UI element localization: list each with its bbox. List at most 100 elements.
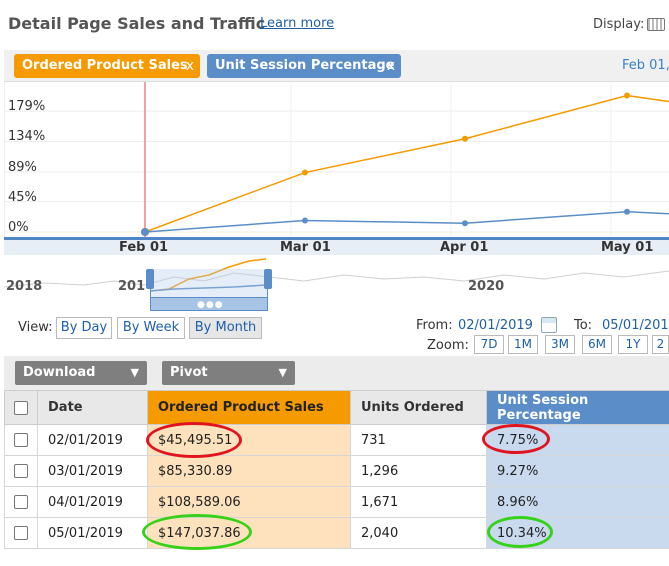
cell-usp: 10.34% [486, 517, 669, 549]
navigator-history-line [3, 270, 669, 288]
chevron-down-icon: ▼ [130, 366, 139, 379]
cell-sales: $85,330.89 [147, 455, 351, 487]
from-date-input[interactable]: 02/01/2019 [458, 318, 533, 333]
remove-chip-usp-icon[interactable]: x [386, 58, 395, 74]
cell-date: 03/01/2019 [37, 455, 148, 487]
y-tick-label: 89% [8, 159, 37, 175]
display-label: Display: [593, 17, 645, 32]
view-label: View: [18, 320, 53, 335]
x-axis-band: Feb 01 Mar 01 Apr 01 May 01 [4, 237, 669, 255]
cell-date: 02/01/2019 [37, 424, 148, 456]
chip-ordered-product-sales: Ordered Product Sales x [14, 54, 200, 78]
zoom-1y-button[interactable]: 1Y [618, 335, 648, 354]
row-checkbox[interactable] [14, 433, 28, 447]
chip-label: Unit Session Percentage [215, 58, 395, 73]
cell-usp: 7.75% [486, 424, 669, 456]
select-all-checkbox[interactable] [14, 400, 28, 415]
data-point[interactable] [624, 208, 630, 215]
zoom-1m-button[interactable]: 1M [508, 335, 538, 354]
data-point[interactable] [462, 220, 468, 227]
zoom-2y-button[interactable]: 2 [652, 335, 669, 354]
table-row: 04/01/2019 $108,589.06 1,671 8.96% [4, 486, 669, 518]
cell-usp: 8.96% [486, 486, 669, 518]
data-table: Date Ordered Product Sales Units Ordered… [4, 390, 669, 549]
to-date-input[interactable]: 05/01/2019 [602, 318, 669, 333]
data-point[interactable] [302, 169, 308, 176]
cell-units: 2,040 [350, 517, 487, 549]
navigator-right-handle[interactable] [264, 269, 272, 289]
navigator-year-label: 2018 [6, 279, 43, 294]
to-label: To: [574, 318, 593, 333]
pivot-label: Pivot [170, 365, 208, 380]
header-date[interactable]: Date [37, 390, 148, 425]
view-by-week-button[interactable]: By Week [117, 317, 185, 339]
x-tick-label: Mar 01 [280, 240, 331, 255]
row-checkbox[interactable] [14, 526, 28, 540]
view-by-month-button[interactable]: By Month [189, 317, 262, 339]
cell-date: 05/01/2019 [37, 517, 148, 549]
pivot-dropdown[interactable]: Pivot ▼ [162, 361, 295, 385]
table-row: 05/01/2019 $147,037.86 2,040 10.34% [4, 517, 669, 549]
x-tick-label: May 01 [601, 240, 654, 255]
remove-chip-sales-icon[interactable]: x [185, 58, 194, 74]
learn-more-link[interactable]: Learn more [260, 16, 335, 31]
cell-sales: $45,495.51 [147, 424, 351, 456]
navigator-year-label: 2020 [468, 279, 505, 294]
header-units-ordered[interactable]: Units Ordered [350, 390, 487, 425]
y-tick-label: 179% [8, 99, 46, 115]
range-navigator[interactable]: 2018 201 2020 ●●● [3, 255, 669, 315]
series-line-unit-session-percentage [144, 210, 669, 233]
report-header: Detail Page Sales and Traffic Learn more… [0, 0, 669, 48]
view-by-day-button[interactable]: By Day [56, 317, 112, 339]
header-ordered-product-sales[interactable]: Ordered Product Sales [147, 390, 351, 425]
x-tick-label: Apr 01 [440, 240, 489, 255]
data-point[interactable] [302, 217, 308, 224]
table-header-row: Date Ordered Product Sales Units Ordered… [4, 390, 669, 425]
data-point[interactable] [141, 228, 149, 236]
metric-chip-bar: Ordered Product Sales x Unit Session Per… [4, 50, 669, 82]
chip-label: Ordered Product Sales [22, 58, 188, 73]
x-tick-label: Feb 01 [119, 240, 169, 255]
table-row: 02/01/2019 $45,495.51 731 7.75% [4, 424, 669, 456]
data-point[interactable] [462, 135, 468, 142]
chart-plot [3, 82, 669, 238]
navigator-year-label: 201 [118, 279, 146, 294]
series-line-ordered-product-sales [144, 94, 669, 233]
zoom-6m-button[interactable]: 6M [582, 335, 612, 354]
row-checkbox[interactable] [14, 495, 28, 509]
select-all-cell [4, 390, 38, 425]
zoom-7d-button[interactable]: 7D [474, 335, 504, 354]
header-unit-session-percentage[interactable]: Unit Session Percentage [486, 390, 669, 425]
cell-units: 731 [350, 424, 487, 456]
cell-date: 04/01/2019 [37, 486, 148, 518]
row-select-cell [4, 424, 38, 456]
data-point[interactable] [624, 92, 630, 99]
row-select-cell [4, 517, 38, 549]
line-chart: 0% 45% 89% 134% 179% [3, 82, 669, 238]
cell-sales: $108,589.06 [147, 486, 351, 518]
zoom-3m-button[interactable]: 3M [545, 335, 575, 354]
row-checkbox[interactable] [14, 464, 28, 478]
download-label: Download [23, 365, 96, 380]
row-select-cell [4, 455, 38, 487]
navigator-left-handle[interactable] [146, 269, 154, 289]
zoom-label: Zoom: [427, 338, 469, 353]
calendar-icon[interactable] [541, 317, 557, 333]
row-select-cell [4, 486, 38, 518]
cell-sales: $147,037.86 [147, 517, 351, 549]
from-label: From: [416, 318, 453, 333]
grip-icon: ●●● [197, 300, 224, 310]
navigator-sparkline [3, 258, 669, 292]
y-tick-label: 0% [8, 220, 29, 235]
table-toolbar: Download ▼ Pivot ▼ [4, 356, 669, 390]
page-title: Detail Page Sales and Traffic [8, 14, 266, 33]
display-options-icon[interactable] [647, 18, 665, 31]
cell-usp: 9.27% [486, 455, 669, 487]
chart-date-label: Feb 01, [622, 58, 669, 73]
table-row: 03/01/2019 $85,330.89 1,296 9.27% [4, 455, 669, 487]
navigator-scrollbar[interactable]: ●●● [150, 297, 268, 311]
download-dropdown[interactable]: Download ▼ [15, 361, 147, 385]
y-tick-label: 134% [8, 129, 46, 145]
y-tick-label: 45% [8, 189, 37, 205]
chevron-down-icon: ▼ [278, 366, 287, 379]
